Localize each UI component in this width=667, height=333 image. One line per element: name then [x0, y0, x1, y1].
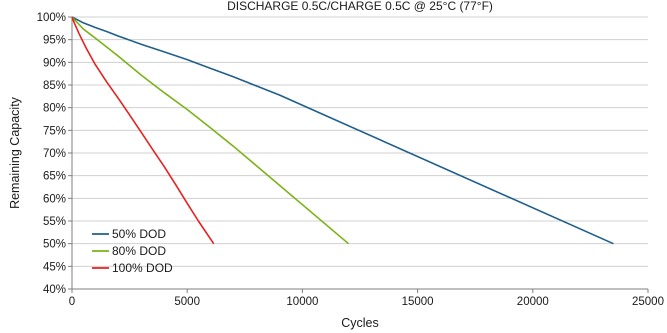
y-tick-label: 65%	[43, 171, 66, 183]
y-tick-label: 100%	[37, 12, 66, 24]
legend-label: 100% DOD	[112, 261, 173, 275]
y-tick-label: 90%	[43, 57, 66, 69]
y-tick-label: 70%	[43, 148, 66, 160]
legend-label: 80% DOD	[112, 244, 166, 258]
x-axis-label: Cycles	[341, 316, 379, 330]
chart-title: DISCHARGE 0.5C/CHARGE 0.5C @ 25°C (77°F)	[227, 0, 493, 13]
y-tick-label: 50%	[43, 239, 66, 251]
series-lines	[71, 16, 614, 245]
series-line-3	[71, 16, 215, 245]
y-tick-label: 55%	[43, 216, 66, 228]
x-axis-ticks: 0 5000 10000 15000 20000 25000	[69, 289, 664, 308]
x-tick-label: 5000	[174, 296, 200, 308]
x-tick-label: 15000	[402, 296, 434, 308]
y-tick-label: 85%	[43, 80, 66, 92]
gridlines	[72, 16, 648, 267]
y-tick-label: 75%	[43, 125, 66, 137]
y-axis-label: Remaining Capacity	[8, 96, 22, 209]
legend: 50% DOD 80% DOD 100% DOD	[92, 227, 173, 275]
y-tick-label: 80%	[43, 103, 66, 115]
series-line-2	[71, 16, 350, 245]
x-tick-label: 20000	[517, 296, 549, 308]
legend-label: 50% DOD	[112, 227, 166, 241]
series-line-1	[71, 16, 614, 245]
x-tick-label: 25000	[632, 296, 664, 308]
x-tick-label: 10000	[286, 296, 318, 308]
x-tick-label: 0	[69, 296, 75, 308]
y-tick-label: 45%	[43, 261, 66, 273]
y-tick-label: 60%	[43, 193, 66, 205]
y-tick-label: 95%	[43, 35, 66, 47]
y-tick-label: 40%	[43, 284, 66, 296]
y-axis-ticks: 40% 45% 50% 55% 60% 65% 70% 75% 80% 85% 90% 95% 100%	[37, 12, 72, 296]
